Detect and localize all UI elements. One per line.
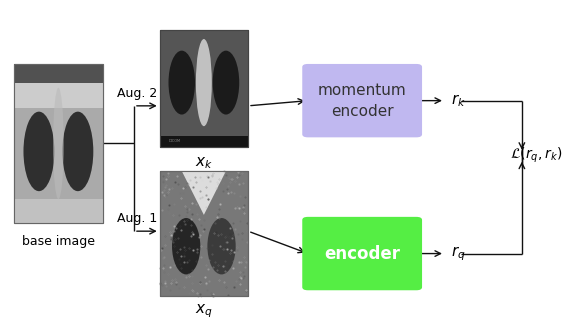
Text: encoder: encoder	[324, 245, 400, 262]
Text: Aug. 2: Aug. 2	[116, 87, 157, 100]
Ellipse shape	[172, 218, 200, 274]
Ellipse shape	[53, 88, 64, 199]
Bar	[14, 64, 103, 83]
Bar	[160, 30, 248, 146]
Bar	[160, 30, 248, 146]
Bar	[160, 171, 248, 296]
Text: $x_q$: $x_q$	[195, 303, 213, 320]
FancyBboxPatch shape	[302, 217, 422, 290]
Text: DICOM: DICOM	[169, 139, 180, 143]
Ellipse shape	[62, 112, 93, 191]
Bar	[14, 199, 103, 223]
Text: $\mathcal{L}(r_q, r_k)$: $\mathcal{L}(r_q, r_k)$	[510, 146, 562, 165]
Text: $x_k$: $x_k$	[195, 156, 213, 171]
Bar	[14, 64, 103, 109]
Text: base image: base image	[22, 235, 95, 248]
Text: momentum
encoder: momentum encoder	[318, 83, 407, 119]
Text: Aug. 1: Aug. 1	[116, 213, 157, 226]
Text: $r_k$: $r_k$	[450, 92, 465, 109]
Bar	[14, 64, 103, 223]
Ellipse shape	[207, 218, 236, 274]
Text: $r_q$: $r_q$	[450, 244, 465, 263]
Bar	[14, 64, 103, 223]
FancyBboxPatch shape	[302, 64, 422, 137]
Bar	[160, 136, 248, 146]
Bar	[160, 171, 248, 296]
Ellipse shape	[24, 112, 54, 191]
Polygon shape	[182, 171, 226, 215]
Ellipse shape	[169, 51, 195, 115]
Ellipse shape	[196, 39, 212, 126]
Ellipse shape	[213, 51, 239, 115]
